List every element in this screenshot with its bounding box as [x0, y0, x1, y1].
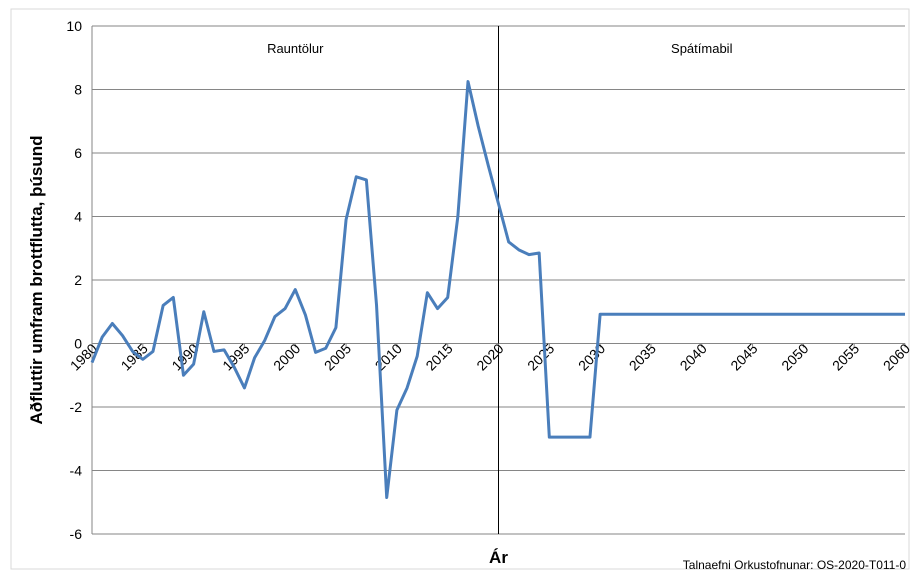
- y-tick-label: 10: [66, 18, 82, 34]
- y-tick-label: 0: [74, 336, 82, 352]
- y-tick-label: 4: [74, 209, 82, 225]
- source-note: Talnaefni Orkustofnunar: OS-2020-T011-0: [683, 558, 907, 572]
- region-label-actual: Rauntölur: [267, 41, 324, 56]
- y-tick-label: -4: [70, 463, 83, 479]
- y-tick-label: 2: [74, 272, 82, 288]
- y-tick-label: -2: [70, 399, 83, 415]
- chart-border: [10, 8, 910, 570]
- y-tick-labels: -6 -4 -2 0 2 4 6 8 10: [66, 18, 82, 542]
- y-tick-label: -6: [70, 526, 83, 542]
- y-tick-label: 8: [74, 82, 82, 98]
- y-axis-title: Aðfluttir umfram brottflutta, þúsund: [27, 136, 46, 425]
- series-line: [90, 80, 905, 499]
- region-label-forecast: Spátímabil: [671, 41, 733, 56]
- x-axis-title: Ár: [489, 548, 508, 567]
- y-tick-label: 6: [74, 145, 82, 161]
